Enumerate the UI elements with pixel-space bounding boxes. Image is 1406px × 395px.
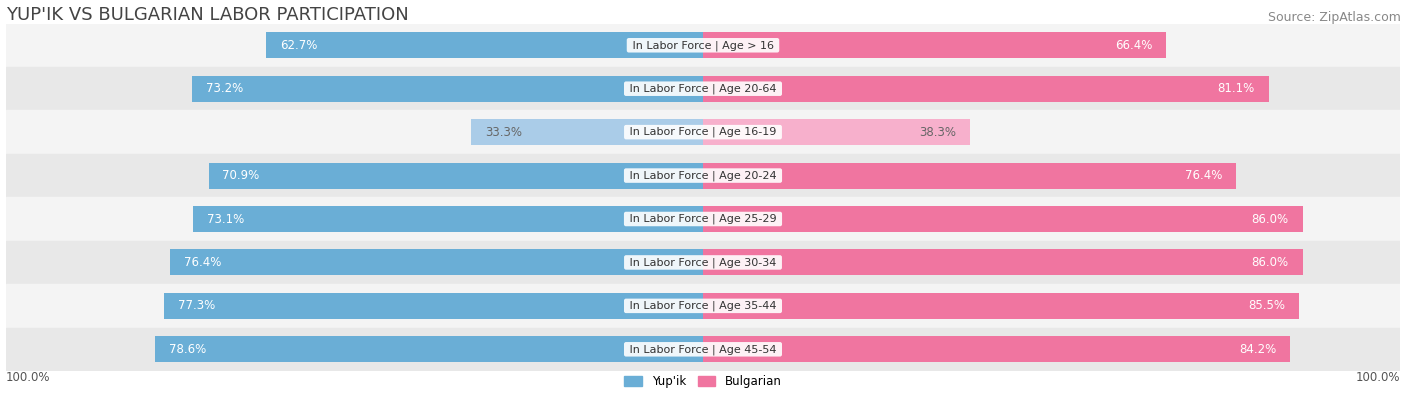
Text: 73.2%: 73.2% [207, 82, 243, 95]
Bar [6, 197, 1400, 241]
Text: 66.4%: 66.4% [1115, 39, 1152, 52]
Text: In Labor Force | Age > 16: In Labor Force | Age > 16 [628, 40, 778, 51]
Text: In Labor Force | Age 20-64: In Labor Force | Age 20-64 [626, 83, 780, 94]
Bar [6, 67, 1400, 111]
Bar [6, 241, 1400, 284]
Text: 81.1%: 81.1% [1218, 82, 1254, 95]
Text: 70.9%: 70.9% [222, 169, 260, 182]
Text: 33.3%: 33.3% [485, 126, 522, 139]
Bar [6, 111, 1400, 154]
Text: 76.4%: 76.4% [184, 256, 222, 269]
Text: In Labor Force | Age 16-19: In Labor Force | Age 16-19 [626, 127, 780, 137]
Bar [6, 327, 1400, 371]
Bar [6, 24, 1400, 67]
Text: Source: ZipAtlas.com: Source: ZipAtlas.com [1268, 11, 1400, 24]
Text: 78.6%: 78.6% [169, 343, 207, 356]
Bar [703, 32, 1166, 58]
Text: 86.0%: 86.0% [1251, 213, 1289, 226]
Bar [471, 119, 703, 145]
Bar [703, 336, 1291, 362]
Bar [6, 284, 1400, 327]
Bar [703, 249, 1303, 275]
Text: In Labor Force | Age 35-44: In Labor Force | Age 35-44 [626, 301, 780, 311]
Text: 62.7%: 62.7% [280, 39, 316, 52]
Text: 38.3%: 38.3% [920, 126, 956, 139]
Bar [155, 336, 703, 362]
Text: YUP'IK VS BULGARIAN LABOR PARTICIPATION: YUP'IK VS BULGARIAN LABOR PARTICIPATION [6, 6, 408, 24]
Text: 77.3%: 77.3% [177, 299, 215, 312]
Bar [193, 76, 703, 102]
Bar [165, 293, 703, 319]
Text: In Labor Force | Age 30-34: In Labor Force | Age 30-34 [626, 257, 780, 268]
Bar [703, 119, 970, 145]
Legend: Yup'ik, Bulgarian: Yup'ik, Bulgarian [620, 371, 786, 393]
Text: In Labor Force | Age 25-29: In Labor Force | Age 25-29 [626, 214, 780, 224]
Text: 100.0%: 100.0% [1355, 371, 1400, 384]
Text: 86.0%: 86.0% [1251, 256, 1289, 269]
Text: 85.5%: 85.5% [1249, 299, 1285, 312]
Bar [703, 293, 1299, 319]
Bar [703, 162, 1236, 188]
Text: 84.2%: 84.2% [1239, 343, 1277, 356]
Bar [193, 206, 703, 232]
Bar [208, 162, 703, 188]
Text: In Labor Force | Age 45-54: In Labor Force | Age 45-54 [626, 344, 780, 355]
Bar [266, 32, 703, 58]
Text: 73.1%: 73.1% [207, 213, 245, 226]
Text: 76.4%: 76.4% [1184, 169, 1222, 182]
Bar [170, 249, 703, 275]
Bar [6, 154, 1400, 197]
Bar [703, 206, 1303, 232]
Text: In Labor Force | Age 20-24: In Labor Force | Age 20-24 [626, 170, 780, 181]
Text: 100.0%: 100.0% [6, 371, 51, 384]
Bar [703, 76, 1268, 102]
